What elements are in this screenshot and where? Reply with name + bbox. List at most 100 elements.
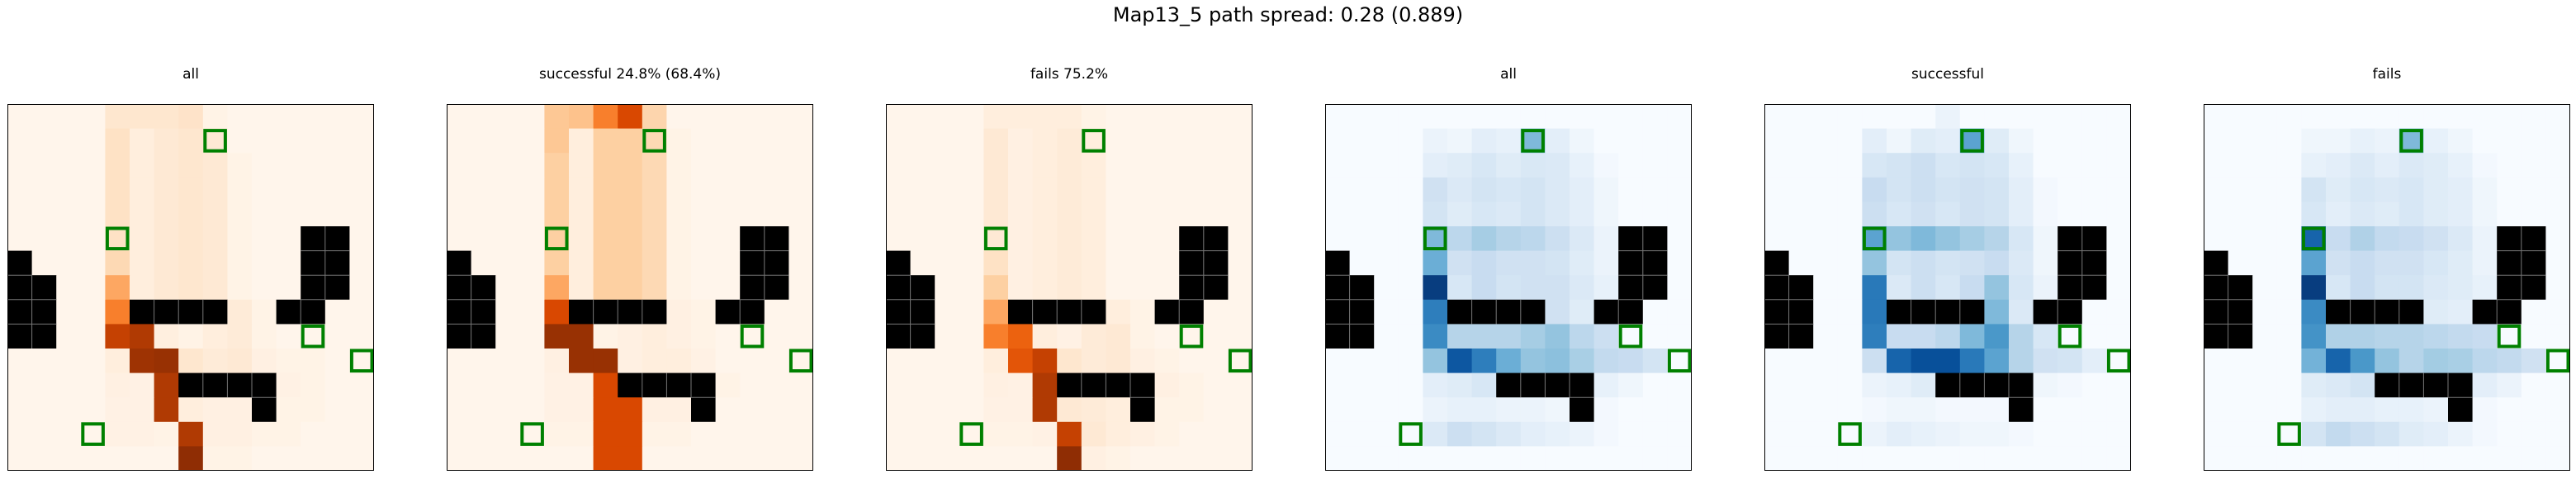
heatmap-cell (178, 104, 204, 130)
heatmap-cell (1813, 446, 1839, 471)
heatmap-cell (105, 226, 130, 252)
heatmap-cell (1374, 128, 1399, 154)
heatmap-cell (447, 421, 472, 447)
target-marker (2497, 324, 2522, 349)
heatmap-cell (1764, 202, 1790, 227)
heatmap-cell (1398, 128, 1423, 154)
wall-cell (7, 275, 33, 301)
heatmap-cell (1081, 202, 1106, 227)
heatmap-cell (1374, 324, 1399, 349)
heatmap-cell (1887, 250, 1912, 276)
target-marker (81, 422, 105, 446)
target-marker (2106, 349, 2131, 373)
heatmap-cell (471, 349, 496, 374)
heatmap-cell (2448, 226, 2474, 252)
heatmap-cell (1203, 153, 1229, 178)
wall-cell (31, 324, 57, 349)
heatmap-cell (80, 299, 106, 325)
heatmap-cell (740, 177, 765, 202)
heatmap-cell (2350, 397, 2375, 423)
heatmap-cell (691, 226, 717, 252)
heatmap-cell (130, 446, 155, 471)
heatmap-cell (910, 349, 935, 374)
wall-cell (2398, 299, 2424, 325)
heatmap-cell (2398, 275, 2424, 301)
heatmap-cell (1935, 446, 1961, 471)
heatmap-cell (2497, 397, 2522, 423)
heatmap-cell (1496, 226, 1522, 252)
heatmap-cell (642, 349, 667, 374)
heatmap-cell (1398, 349, 1423, 374)
heatmap-cell (1911, 202, 1936, 227)
heatmap-cell (569, 275, 594, 301)
heatmap-cell (666, 202, 692, 227)
heatmap-cell (471, 397, 496, 423)
heatmap-cell (691, 177, 717, 202)
heatmap-cell (1837, 128, 1863, 154)
heatmap-cell (2276, 349, 2302, 374)
heatmap-cell (2009, 177, 2034, 202)
heatmap-cell (1325, 397, 1351, 423)
heatmap-cell (2252, 421, 2278, 447)
heatmap-cell (1106, 177, 1131, 202)
heatmap-cell (154, 446, 179, 471)
heatmap-cell (1667, 299, 1692, 325)
heatmap-cell (349, 299, 374, 325)
wall-cell (1325, 275, 1351, 301)
heatmap-cell (31, 153, 57, 178)
heatmap-cell (593, 421, 618, 447)
heatmap-cell (130, 349, 155, 374)
heatmap-cell (1374, 421, 1399, 447)
heatmap-cell (2252, 202, 2278, 227)
heatmap-cell (1228, 324, 1252, 349)
wall-cell (2497, 275, 2522, 301)
heatmap-cell (1570, 226, 1595, 252)
heatmap-cell (80, 128, 106, 154)
heatmap-cell (202, 128, 228, 154)
heatmap-cell (178, 226, 204, 252)
heatmap-cell (56, 324, 82, 349)
heatmap-cell (1179, 349, 1205, 374)
heatmap-cell (1911, 177, 1936, 202)
heatmap-cell (324, 153, 350, 178)
heatmap-cell (154, 275, 179, 301)
heatmap-cell (1325, 421, 1351, 447)
heatmap-cell (154, 202, 179, 227)
heatmap-cell (1032, 128, 1058, 154)
heatmap-cell (471, 250, 496, 276)
heatmap-cell (1813, 421, 1839, 447)
heatmap-cell (471, 226, 496, 252)
heatmap-cell (1935, 128, 1961, 154)
heatmap-cell (2521, 397, 2546, 423)
heatmap-cell (983, 324, 1009, 349)
heatmap-cell (1398, 446, 1423, 471)
heatmap-cell (1764, 153, 1790, 178)
heatmap-cell (2033, 128, 2058, 154)
heatmap-cell (1788, 397, 1814, 423)
wall-cell (1496, 372, 1522, 398)
heatmap-cell (788, 275, 813, 301)
heatmap-cell (886, 104, 912, 130)
heatmap-cell (1545, 299, 1570, 325)
heatmap-cell (788, 226, 813, 252)
heatmap-cell (80, 250, 106, 276)
heatmap-cell (2276, 226, 2302, 252)
heatmap-cell (154, 397, 179, 423)
heatmap-cell (1520, 250, 1546, 276)
heatmap-cell (959, 446, 984, 471)
heatmap-cell (7, 421, 33, 447)
heatmap-cell (1496, 397, 1522, 423)
heatmap-cell (301, 104, 326, 130)
wall-cell (447, 250, 472, 276)
heatmap-cell (495, 104, 521, 130)
heatmap-cell (2228, 372, 2253, 398)
heatmap-cell (2521, 128, 2546, 154)
heatmap-cell (886, 177, 912, 202)
heatmap-cell (1984, 275, 2010, 301)
heatmap-cell (2423, 153, 2449, 178)
heatmap-cell (2301, 372, 2327, 398)
heatmap-cell (227, 202, 253, 227)
heatmap-cell (1423, 397, 1448, 423)
heatmap-cell (2545, 324, 2570, 349)
heatmap-cell (227, 421, 253, 447)
